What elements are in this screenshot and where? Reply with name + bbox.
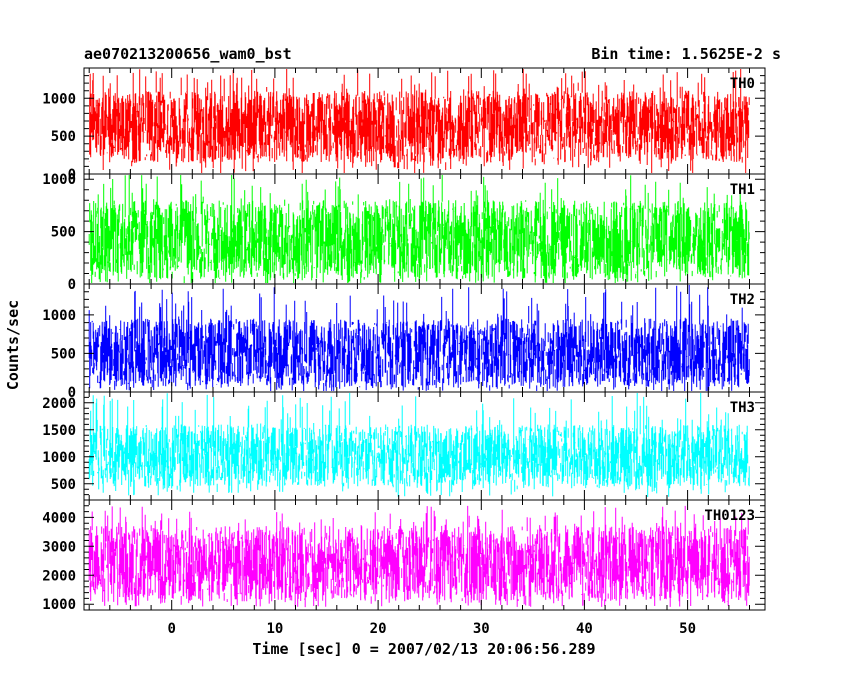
panel-label-th2: TH2 — [730, 292, 755, 308]
y-ticks — [84, 499, 765, 611]
y-tick-label: 500 — [51, 346, 76, 362]
y-tick-label: 500 — [51, 225, 76, 241]
chart-title-right: Bin time: 1.5625E-2 s — [591, 45, 781, 63]
y-tick-label: 2000 — [42, 396, 76, 412]
y-tick-label: 3000 — [42, 539, 76, 555]
y-tick-label: 0 — [68, 277, 76, 293]
y-tick-label: 1000 — [42, 91, 76, 107]
series-th1 — [88, 175, 750, 283]
x-tick-labels: 0 10 20 30 40 50 — [167, 621, 696, 637]
x-tick-label: 10 — [266, 621, 283, 637]
x-axis-label: Time [sec] 0 = 2007/02/13 20:06:56.289 — [252, 640, 595, 658]
panel-th0123: 1000 2000 3000 4000 TH0123 — [42, 499, 766, 613]
panel-th0: 0 500 1000 TH0 — [42, 67, 766, 183]
series-th0 — [88, 69, 750, 173]
y-axis-label: Counts/sec — [4, 300, 22, 390]
x-ticks — [88, 174, 750, 284]
y-tick-label: 1000 — [42, 172, 76, 188]
panel-label-th3: TH3 — [730, 400, 755, 416]
x-tick-label: 50 — [679, 621, 696, 637]
y-tick-label: 1000 — [42, 450, 76, 466]
panel-label-th1: TH1 — [730, 182, 755, 198]
x-ticks — [88, 284, 750, 392]
x-ticks — [88, 392, 750, 500]
y-tick-label: 0 — [68, 385, 76, 401]
x-ticks — [88, 500, 750, 610]
y-tick-label: 500 — [51, 129, 76, 145]
y-tick-label: 4000 — [42, 510, 76, 526]
x-tick-label: 0 — [167, 621, 175, 637]
series-th3 — [88, 393, 750, 497]
panel-frame — [83, 499, 766, 611]
panel-th2: 0 500 1000 TH2 — [42, 283, 766, 401]
x-ticks — [88, 68, 750, 174]
panel-th3: 500 1000 1500 2000 TH3 — [42, 391, 766, 501]
series-th0123 — [88, 505, 750, 608]
y-tick-label: 0 — [68, 167, 76, 183]
panel-label-th0: TH0 — [730, 76, 755, 92]
panel-label-th0123: TH0123 — [704, 508, 755, 524]
y-tick-label: 1000 — [42, 597, 76, 613]
series-th2 — [88, 285, 750, 391]
chart-title-left: ae070213200656_wam0_bst — [84, 45, 292, 63]
y-tick-label: 2000 — [42, 568, 76, 584]
x-tick-label: 20 — [370, 621, 387, 637]
y-tick-label: 1000 — [42, 308, 76, 324]
y-tick-label: 500 — [51, 477, 76, 493]
panel-th1: 0 500 1000 TH1 — [42, 172, 766, 293]
y-tick-label: 1500 — [42, 423, 76, 439]
x-tick-label: 40 — [576, 621, 593, 637]
panels-group: 0 500 1000 TH0 0 500 1000 TH1 0 500 1000 TH2 500 1000… — [42, 67, 766, 613]
x-tick-label: 30 — [473, 621, 490, 637]
